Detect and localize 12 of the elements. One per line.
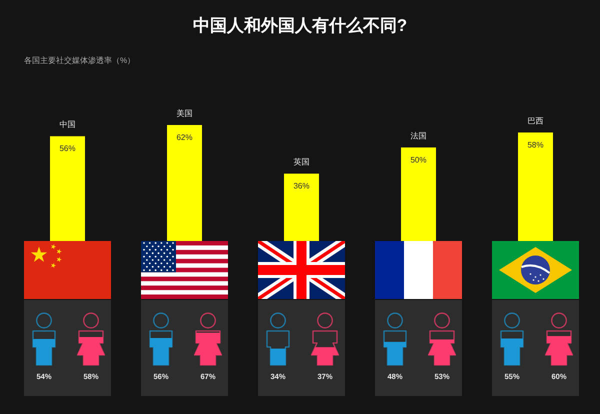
data-label: 62%	[176, 133, 193, 142]
data-label: 58%	[527, 140, 544, 150]
x-tick-label: 美国	[176, 109, 192, 118]
chart-title: 中国人和外国人有什么不同?	[192, 16, 408, 35]
x-tick-label: 法国	[410, 131, 426, 140]
data-label: 36%	[293, 182, 310, 191]
x-tick-label: 英国	[294, 158, 310, 167]
data-label: 50%	[410, 155, 427, 164]
x-tick-label: 中国	[60, 120, 76, 130]
chart-subtitle: 各国主要社交媒体渗透率（%）	[24, 56, 136, 65]
data-label: 56%	[59, 144, 76, 154]
x-tick-label: 巴西	[528, 116, 544, 126]
